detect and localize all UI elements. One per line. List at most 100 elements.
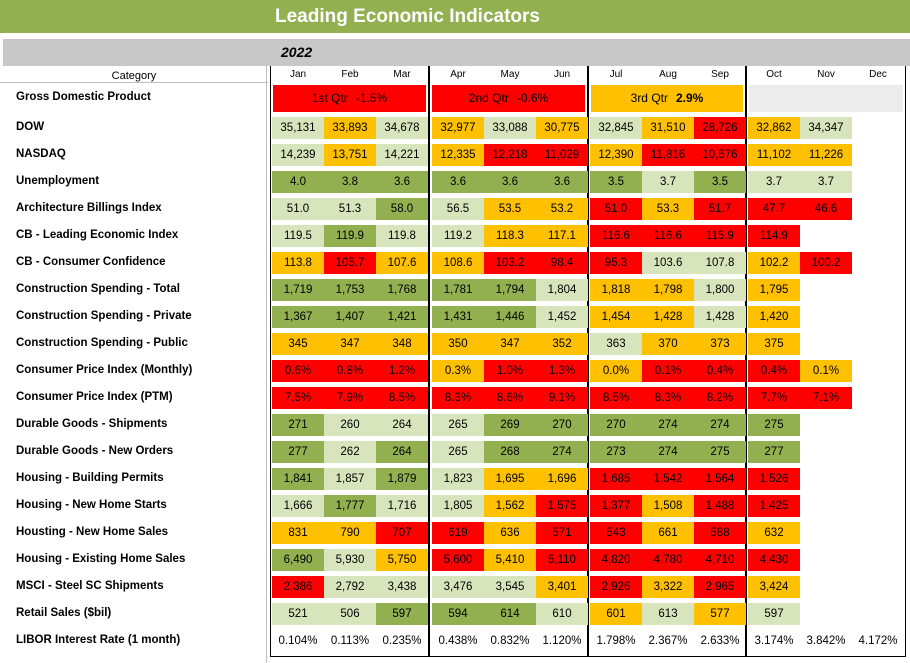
table-cell: 506 bbox=[324, 603, 376, 625]
table-cell: 3.6 bbox=[376, 171, 428, 193]
table-cell bbox=[852, 576, 904, 598]
table-cell: 1,425 bbox=[748, 495, 800, 517]
table-cell: 3.7 bbox=[748, 171, 800, 193]
table-cell: 363 bbox=[590, 333, 642, 355]
table-cell: 661 bbox=[642, 522, 694, 544]
month-header: Apr bbox=[450, 69, 466, 80]
table-cell: 1,542 bbox=[642, 468, 694, 490]
table-cell: 1,879 bbox=[376, 468, 428, 490]
table-cell bbox=[852, 225, 904, 247]
table-cell: 1,367 bbox=[272, 306, 324, 328]
table-cell: 275 bbox=[694, 441, 746, 463]
row-label: Consumer Price Index (PTM) bbox=[16, 391, 173, 403]
table-cell: 3,545 bbox=[484, 576, 536, 598]
table-cell bbox=[852, 387, 904, 409]
table-cell: 5,930 bbox=[324, 549, 376, 571]
table-cell: 3,476 bbox=[432, 576, 484, 598]
table-cell: 103.6 bbox=[642, 252, 694, 274]
table-cell: 345 bbox=[272, 333, 324, 355]
gdp-quarter-cell: 2nd Qtr -0.6% bbox=[432, 85, 585, 112]
table-cell: 32,977 bbox=[432, 117, 484, 139]
table-cell: 375 bbox=[748, 333, 800, 355]
month-header: Mar bbox=[393, 69, 411, 80]
table-cell: 521 bbox=[272, 603, 324, 625]
row-label: Unemployment bbox=[16, 175, 100, 187]
table-cell: 268 bbox=[484, 441, 536, 463]
table-cell bbox=[852, 603, 904, 625]
table-cell: 265 bbox=[432, 414, 484, 436]
row-label: Construction Spending - Total bbox=[16, 283, 180, 295]
table-cell: 105.7 bbox=[324, 252, 376, 274]
table-cell: 8.5% bbox=[590, 387, 642, 409]
table-cell: 3.6 bbox=[432, 171, 484, 193]
table-cell: 2,965 bbox=[694, 576, 746, 598]
table-cell: 7.9% bbox=[324, 387, 376, 409]
table-cell: 3,401 bbox=[536, 576, 588, 598]
table-cell bbox=[852, 495, 904, 517]
table-cell: 597 bbox=[376, 603, 428, 625]
table-cell bbox=[800, 306, 852, 328]
table-cell: 47.7 bbox=[748, 198, 800, 220]
table-cell: 35,131 bbox=[272, 117, 324, 139]
table-cell: 588 bbox=[694, 522, 746, 544]
table-cell: 543 bbox=[590, 522, 642, 544]
table-cell: 270 bbox=[536, 414, 588, 436]
table-cell: 108.6 bbox=[432, 252, 484, 274]
table-cell bbox=[800, 576, 852, 598]
row-label: Durable Goods - New Orders bbox=[16, 445, 174, 457]
table-cell: 1,666 bbox=[272, 495, 324, 517]
table-cell: 12,335 bbox=[432, 144, 484, 166]
table-cell: 34,347 bbox=[800, 117, 852, 139]
table-cell: 370 bbox=[642, 333, 694, 355]
table-cell: 277 bbox=[272, 441, 324, 463]
month-header: May bbox=[500, 69, 520, 80]
table-cell: 119.2 bbox=[432, 225, 484, 247]
table-cell bbox=[852, 171, 904, 193]
table-cell: 4,710 bbox=[694, 549, 746, 571]
table-cell: 1,421 bbox=[376, 306, 428, 328]
table-cell: 3,424 bbox=[748, 576, 800, 598]
table-cell bbox=[800, 522, 852, 544]
table-cell: 1,526 bbox=[748, 468, 800, 490]
table-cell: 262 bbox=[324, 441, 376, 463]
category-divider bbox=[266, 66, 267, 663]
table-cell: 0.438% bbox=[438, 635, 478, 647]
table-cell: 3.5 bbox=[694, 171, 746, 193]
table-cell bbox=[800, 333, 852, 355]
table-cell: 6,490 bbox=[272, 549, 324, 571]
table-cell: 594 bbox=[432, 603, 484, 625]
table-cell: 269 bbox=[484, 414, 536, 436]
table-cell bbox=[800, 414, 852, 436]
month-header: Jul bbox=[609, 69, 623, 80]
table-cell: 12,218 bbox=[484, 144, 536, 166]
row-label: Housing - Existing Home Sales bbox=[16, 553, 186, 565]
table-cell bbox=[800, 495, 852, 517]
gdp-quarter-cell: 3rd Qtr 2.9% bbox=[591, 85, 743, 112]
gdp-quarter-value: -1.5% bbox=[355, 91, 388, 105]
table-cell bbox=[800, 603, 852, 625]
table-cell: 32,862 bbox=[748, 117, 800, 139]
row-label: Housing - Building Permits bbox=[16, 472, 164, 484]
table-cell: 275 bbox=[748, 414, 800, 436]
table-cell: 265 bbox=[432, 441, 484, 463]
table-cell: 352 bbox=[536, 333, 588, 355]
table-cell: 619 bbox=[432, 522, 484, 544]
table-cell: 3,322 bbox=[642, 576, 694, 598]
table-cell bbox=[852, 468, 904, 490]
table-cell: 33,088 bbox=[484, 117, 536, 139]
gdp-quarter-name: 2nd Qtr bbox=[468, 91, 509, 105]
row-label: Housting - New Home Sales bbox=[16, 526, 169, 538]
table-cell: 3,438 bbox=[376, 576, 428, 598]
row-label: MSCI - Steel SC Shipments bbox=[16, 580, 164, 592]
table-cell bbox=[852, 144, 904, 166]
row-label: Retail Sales ($bil) bbox=[16, 607, 112, 619]
table-cell: 632 bbox=[748, 522, 800, 544]
table-cell: 7.1% bbox=[800, 387, 852, 409]
table-cell: 1,508 bbox=[642, 495, 694, 517]
table-cell: 7.5% bbox=[272, 387, 324, 409]
table-cell bbox=[852, 252, 904, 274]
table-cell bbox=[852, 306, 904, 328]
table-cell bbox=[852, 333, 904, 355]
page-title: Leading Economic Indicators bbox=[0, 0, 910, 33]
table-cell: 1.0% bbox=[484, 360, 536, 382]
